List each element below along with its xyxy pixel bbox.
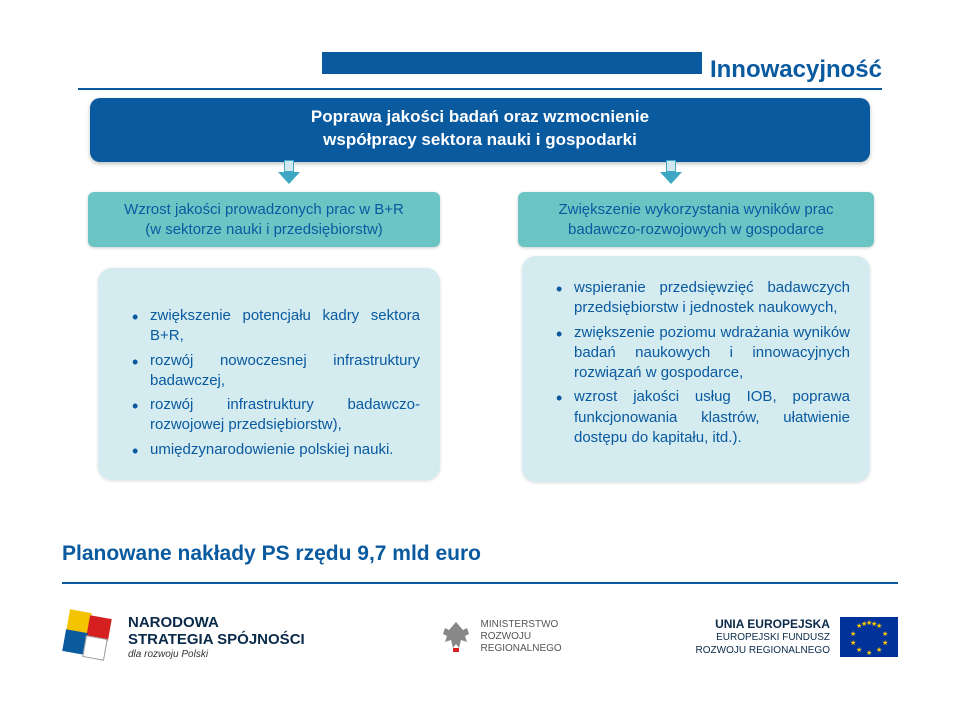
page-title: Innowacyjność bbox=[710, 56, 882, 84]
eu-text: UNIA EUROPEJSKA EUROPEJSKI FUNDUSZ ROZWO… bbox=[696, 617, 830, 657]
arrow-down-icon bbox=[660, 160, 682, 186]
sub-goal-left-line1: Wzrost jakości prowadzonych prac w B+R bbox=[102, 200, 426, 220]
detail-box-left: zwiększenie potencjału kadry sektora B+R… bbox=[98, 268, 440, 480]
ministry-line1: MINISTERSTWO bbox=[481, 619, 562, 631]
nss-mark-icon bbox=[62, 609, 118, 665]
ministry-line3: REGIONALNEGO bbox=[481, 643, 562, 655]
ministry-text: MINISTERSTWO ROZWOJU REGIONALNEGO bbox=[481, 619, 562, 655]
sub-goal-right-line1: Zwiększenie wykorzystania wyników prac bbox=[532, 200, 860, 220]
nss-line1: NARODOWA bbox=[128, 614, 305, 631]
footer-logos: NARODOWA STRATEGIA SPÓJNOŚCI dla rozwoju… bbox=[62, 598, 898, 676]
eu-flag-icon: ★ ★ ★ ★ ★ ★ ★ ★ ★ ★ ★ ★ bbox=[840, 617, 898, 657]
logo-ministry: MINISTERSTWO ROZWOJU REGIONALNEGO bbox=[439, 618, 562, 656]
main-topic-line1: Poprawa jakości badań oraz wzmocnienie bbox=[110, 106, 850, 129]
eagle-icon bbox=[439, 618, 473, 656]
main-topic-line2: współpracy sektora nauki i gospodarki bbox=[110, 129, 850, 152]
logo-nss: NARODOWA STRATEGIA SPÓJNOŚCI dla rozwoju… bbox=[62, 609, 305, 665]
bottom-summary-text: Planowane nakłady PS rzędu 9,7 mld euro bbox=[62, 542, 481, 566]
nss-text: NARODOWA STRATEGIA SPÓJNOŚCI dla rozwoju… bbox=[128, 614, 305, 660]
sub-goal-left: Wzrost jakości prowadzonych prac w B+R (… bbox=[88, 192, 440, 247]
detail-box-right: wspieranie przedsięwzięć badawczych prze… bbox=[522, 256, 870, 482]
list-item: wspieranie przedsięwzięć badawczych prze… bbox=[556, 278, 850, 319]
sub-goal-left-line2: (w sektorze nauki i przedsiębiorstw) bbox=[102, 220, 426, 240]
eu-line3: ROZWOJU REGIONALNEGO bbox=[696, 645, 830, 658]
main-topic-box: Poprawa jakości badań oraz wzmocnienie w… bbox=[90, 98, 870, 162]
detail-list-left: zwiększenie potencjału kadry sektora B+R… bbox=[132, 306, 420, 460]
list-item: zwiększenie poziomu wdrażania wyników ba… bbox=[556, 323, 850, 384]
eu-line1: UNIA EUROPEJSKA bbox=[696, 617, 830, 632]
list-item: umiędzynarodowienie polskiej nauki. bbox=[132, 440, 420, 460]
detail-list-right: wspieranie przedsięwzięć badawczych prze… bbox=[556, 278, 850, 448]
sub-goal-right-line2: badawczo-rozwojowych w gospodarce bbox=[532, 220, 860, 240]
list-item: rozwój nowoczesnej infrastruktury badawc… bbox=[132, 351, 420, 392]
nss-line2: STRATEGIA SPÓJNOŚCI bbox=[128, 631, 305, 648]
list-item: wzrost jakości usług IOB, poprawa funkcj… bbox=[556, 387, 850, 448]
list-item: zwiększenie potencjału kadry sektora B+R… bbox=[132, 306, 420, 347]
ministry-line2: ROZWOJU bbox=[481, 631, 562, 643]
title-accent-block bbox=[322, 52, 702, 74]
list-item: rozwój infrastruktury badawczo-rozwojowe… bbox=[132, 395, 420, 436]
title-underline bbox=[78, 88, 882, 90]
footer-divider bbox=[62, 582, 898, 584]
sub-goal-right: Zwiększenie wykorzystania wyników prac b… bbox=[518, 192, 874, 247]
eu-line2: EUROPEJSKI FUNDUSZ bbox=[696, 632, 830, 645]
logo-eu: UNIA EUROPEJSKA EUROPEJSKI FUNDUSZ ROZWO… bbox=[696, 617, 898, 657]
nss-line3: dla rozwoju Polski bbox=[128, 649, 305, 661]
arrow-down-icon bbox=[278, 160, 300, 186]
